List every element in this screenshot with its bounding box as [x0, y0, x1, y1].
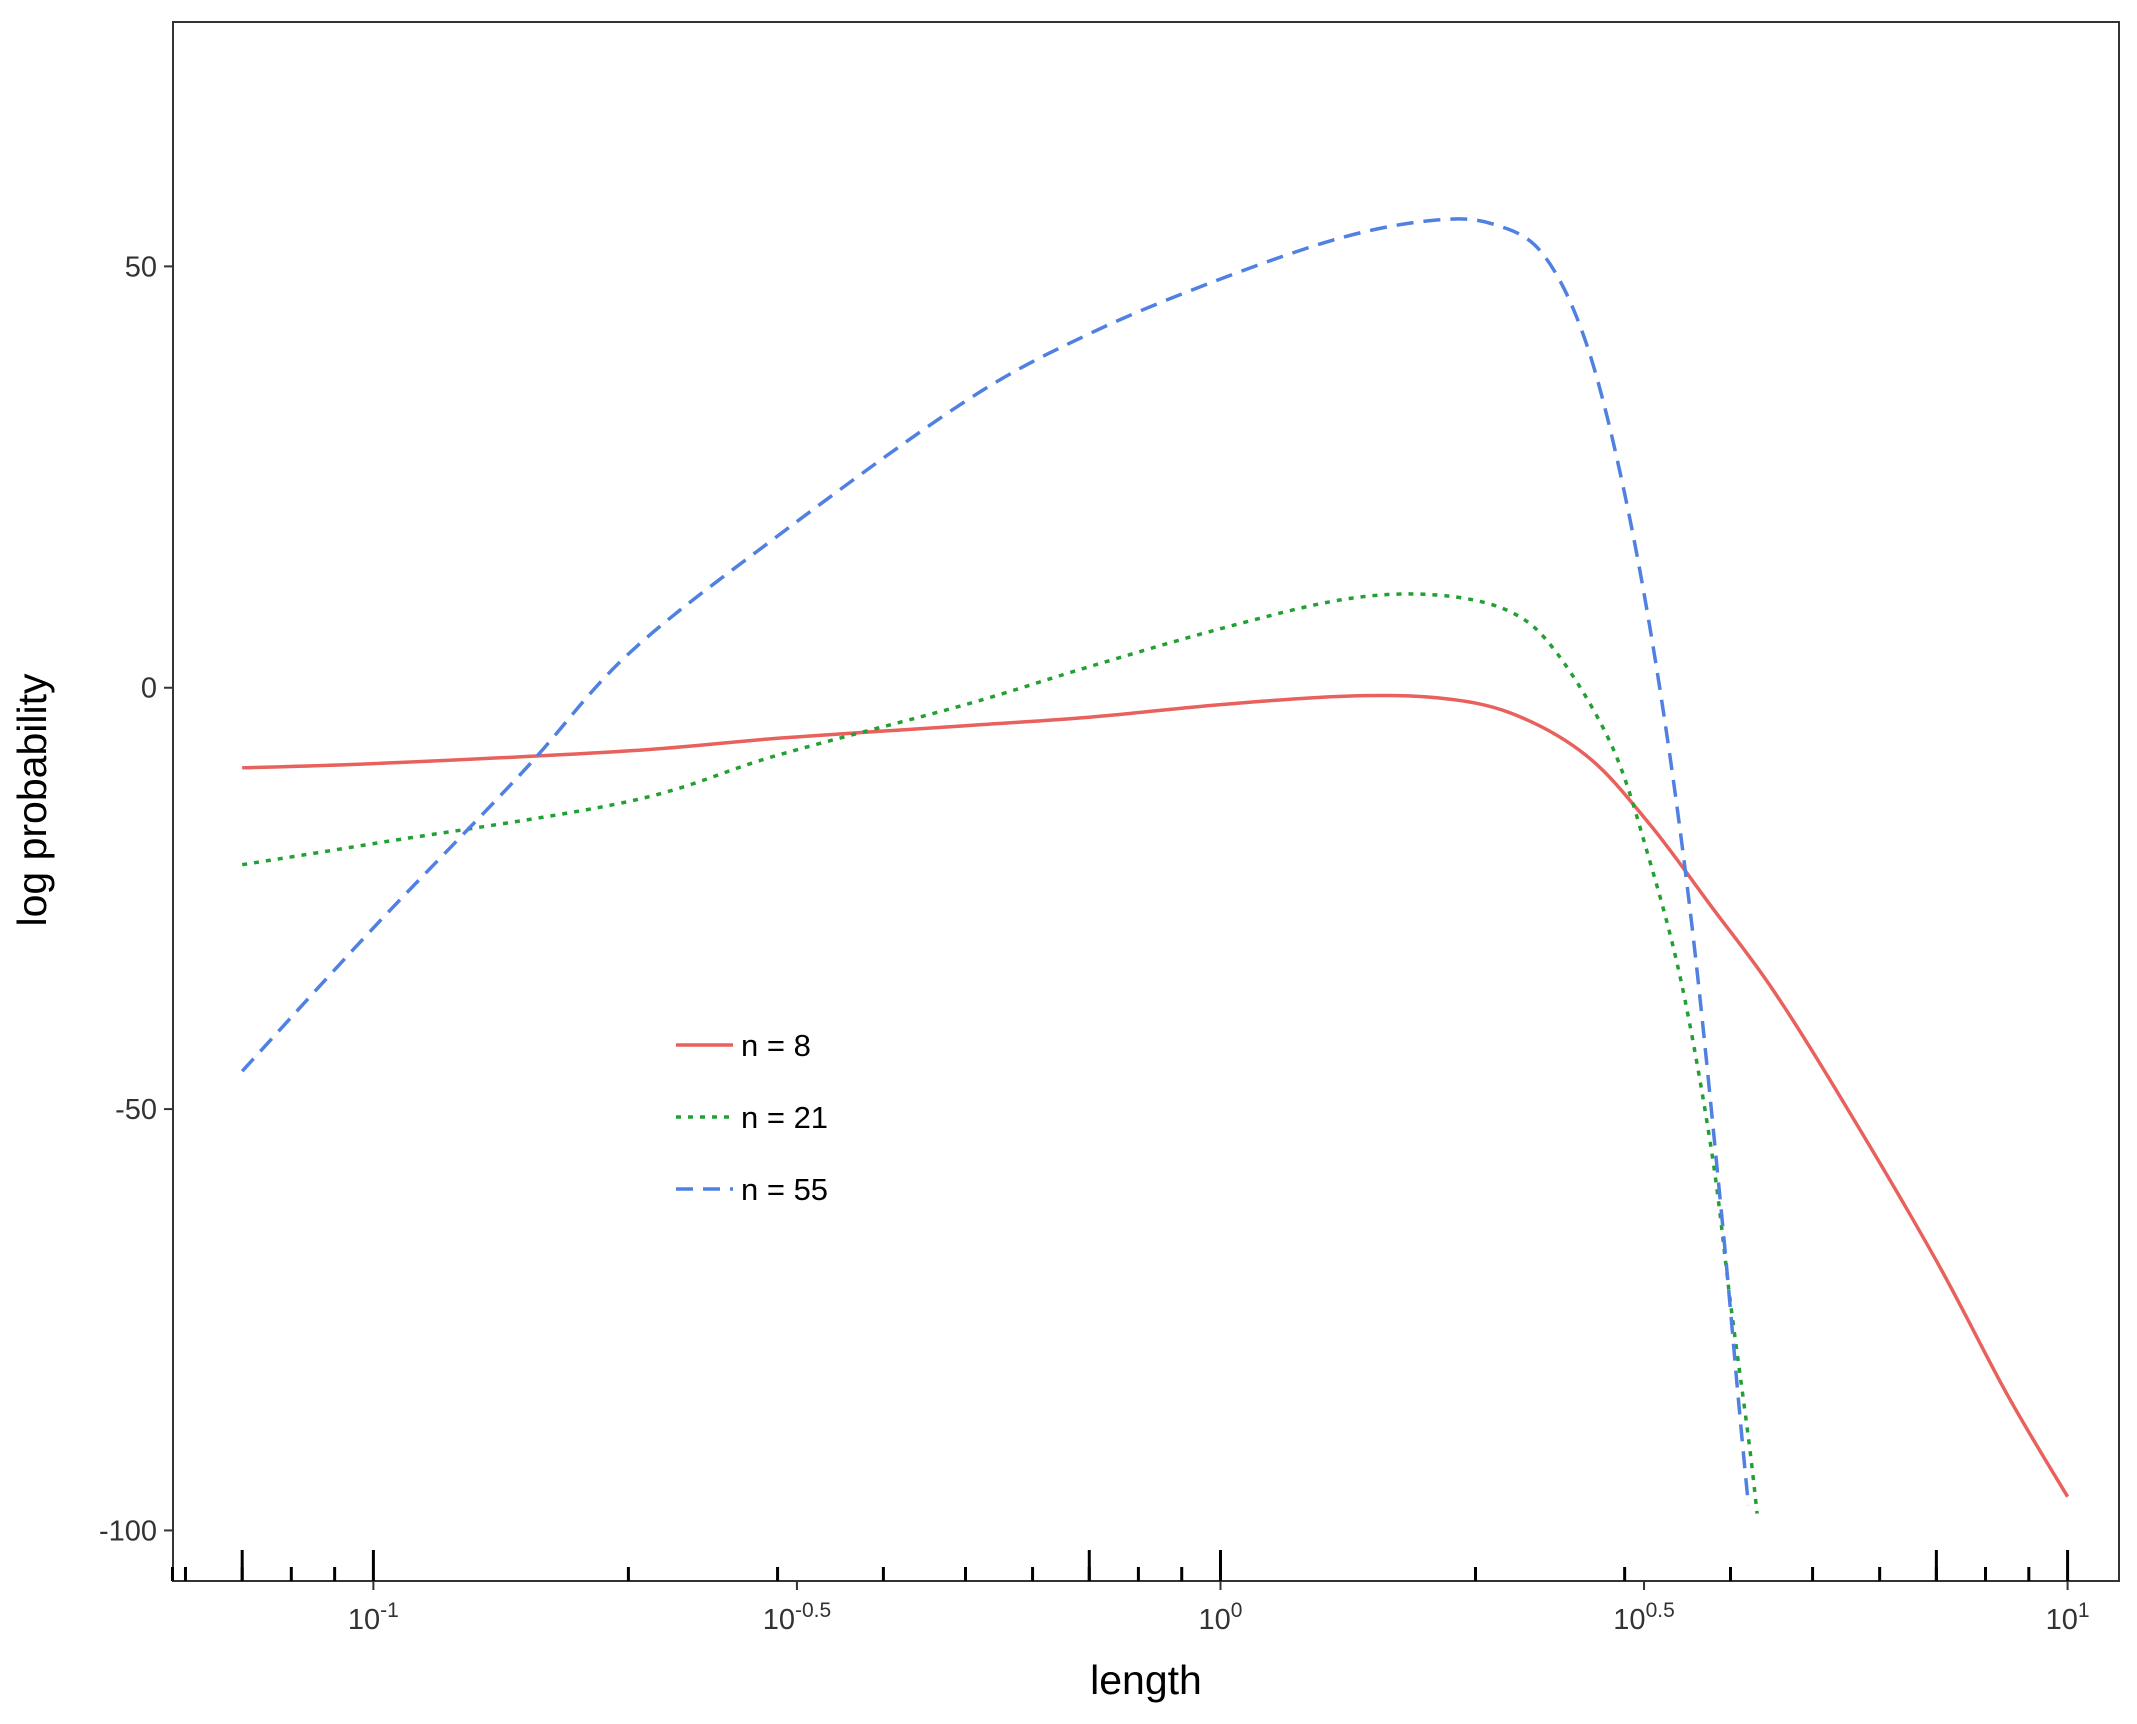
- y-tick-label-1: 0: [141, 673, 157, 705]
- legend-label-0: n = 8: [741, 1028, 811, 1063]
- series-line-1: [241, 592, 1759, 1514]
- y-tick-label-3: -100: [99, 1515, 157, 1547]
- x-tick-label-0: 10-1: [348, 1599, 399, 1636]
- legend-label-1: n = 21: [741, 1100, 828, 1135]
- y-axis: 50 0 -50 -100: [99, 251, 173, 1547]
- legend-label-2: n = 55: [741, 1172, 828, 1207]
- legend: n = 8 n = 21 n = 55: [676, 1028, 828, 1207]
- plot-panel: [172, 21, 2120, 1582]
- x-tick-label-3: 100.5: [1613, 1599, 1674, 1636]
- x-tick-label-4: 101: [2046, 1599, 2090, 1636]
- series-layer: [240, 217, 2070, 1514]
- series-line-0: [242, 693, 2070, 1498]
- y-tick-label-2: -50: [115, 1094, 157, 1126]
- y-axis-title: log probability: [9, 673, 55, 926]
- x-tick-label-2: 100: [1199, 1599, 1243, 1636]
- x-axis-title: length: [1090, 1657, 1202, 1703]
- y-tick-label-0: 50: [125, 251, 157, 283]
- x-axis: 10-1 10-0.5 100 100.5 101: [170, 1550, 2090, 1636]
- x-tick-label-1: 10-0.5: [763, 1599, 831, 1636]
